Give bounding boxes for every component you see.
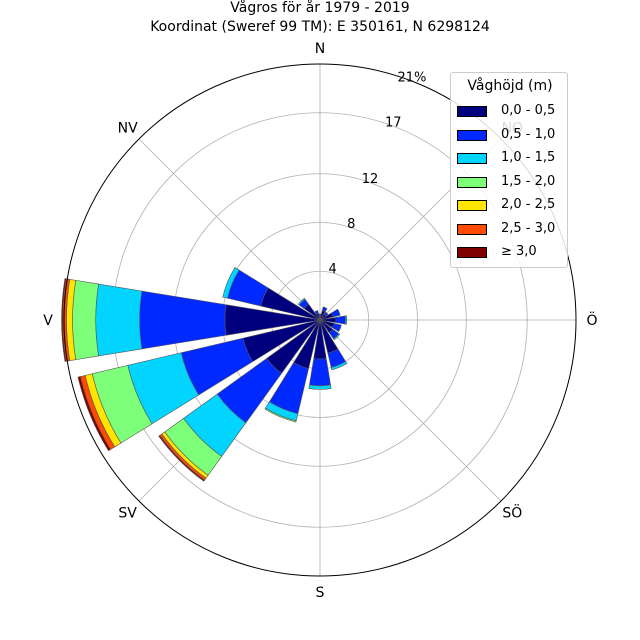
grid-spoke bbox=[319, 319, 502, 502]
rose-wedge-dir14-bin2 bbox=[297, 297, 306, 306]
rose-wedge-dir13-bin2 bbox=[222, 267, 240, 299]
legend-swatch bbox=[457, 153, 487, 164]
legend-label: 1,5 - 2,0 bbox=[501, 173, 556, 189]
direction-label: SV bbox=[118, 505, 137, 521]
rose-wedge-dir12-bin2 bbox=[95, 283, 143, 357]
rose-wedge-dir2-bin1 bbox=[323, 311, 329, 317]
radial-tick-label: 17 bbox=[385, 116, 402, 131]
rose-wedge-dir7-bin2 bbox=[330, 361, 348, 371]
outer-circle bbox=[63, 63, 577, 577]
grid-spoke bbox=[138, 138, 321, 321]
legend-swatch bbox=[457, 200, 487, 211]
rose-wedge-dir6-bin2 bbox=[333, 333, 341, 341]
rose-wedge-dir12-bin3 bbox=[72, 279, 99, 361]
radial-tick-label: 4 bbox=[329, 262, 337, 277]
rose-wedge-dir15-bin1 bbox=[314, 310, 319, 315]
legend-label: 2,5 - 3,0 bbox=[501, 220, 556, 236]
rose-wedge-dir8-bin2 bbox=[308, 384, 332, 390]
legend-swatch bbox=[457, 106, 487, 117]
chart-subtitle: Koordinat (Sweref 99 TM): E 350161, N 62… bbox=[150, 19, 490, 35]
direction-label: N bbox=[315, 41, 325, 57]
direction-label: S bbox=[316, 585, 325, 601]
legend-label: ≥ 3,0 bbox=[501, 244, 537, 259]
legend-title: Våghöjd (m) bbox=[467, 78, 553, 94]
radial-tick-label: 8 bbox=[347, 217, 355, 232]
rose-wedge-dir12-bin1 bbox=[139, 290, 227, 350]
rose-wedge-dir11-bin6 bbox=[77, 376, 111, 452]
radial-tick-label: 12 bbox=[362, 172, 379, 187]
direction-label: NV bbox=[118, 121, 138, 137]
rose-wedge-dir9-bin3 bbox=[264, 407, 297, 423]
radial-tick-label: 21% bbox=[398, 70, 427, 85]
rose-wedge-dir4-bin1 bbox=[335, 315, 346, 325]
rose-wedge-dir4-bin2 bbox=[344, 315, 348, 325]
rose-wedge-dir12-bin6 bbox=[61, 278, 67, 362]
legend-label: 1,0 - 1,5 bbox=[501, 150, 556, 165]
legend-label: 0,5 - 1,0 bbox=[501, 126, 556, 142]
rose-wedge-dir8-bin1 bbox=[309, 358, 331, 387]
legend: Våghöjd (m) 0,0 - 0,5 0,5 - 1,0 1,0 - 1,5 1… bbox=[450, 72, 568, 268]
legend-swatch bbox=[457, 247, 487, 258]
rose-wedge-dir3-bin1 bbox=[330, 308, 341, 318]
direction-label: Ö bbox=[586, 311, 597, 329]
chart-title: Vågros för år 1979 - 2019 bbox=[230, 0, 410, 16]
direction-label: SÖ bbox=[502, 503, 522, 521]
legend-swatch bbox=[457, 223, 487, 235]
legend-swatch bbox=[457, 176, 487, 188]
rose-wedge-dir5-bin1 bbox=[332, 322, 342, 332]
legend-label: 2,0 - 2,5 bbox=[501, 197, 556, 212]
legend-swatch bbox=[457, 129, 487, 141]
rose-wedge-dir10-bin6 bbox=[158, 435, 205, 482]
rose-wedge-dir0-bin1 bbox=[318, 313, 322, 316]
direction-label: V bbox=[43, 313, 53, 329]
legend-label: 0,0 - 0,5 bbox=[501, 103, 556, 118]
rose-wedge-dir1-bin1 bbox=[321, 306, 328, 313]
